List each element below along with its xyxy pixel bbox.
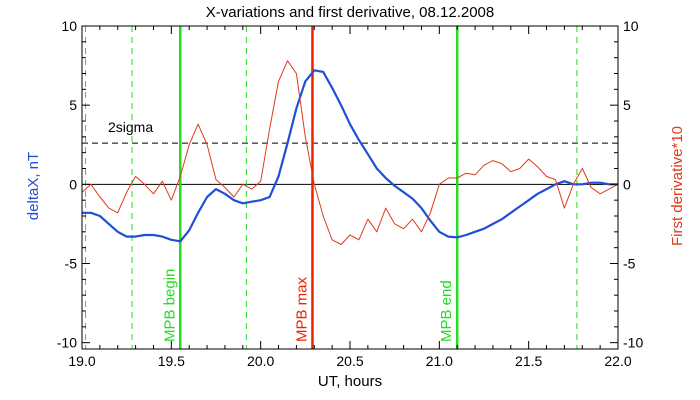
- y-tick-label-right: -5: [623, 256, 636, 272]
- marker-label: MPB begin: [161, 269, 178, 342]
- x-tick-label: 20.5: [336, 353, 363, 369]
- y-tick-label-right: 5: [623, 97, 631, 113]
- x-tick-label: 19.0: [68, 353, 95, 369]
- y-tick-label-left: 5: [69, 97, 77, 113]
- chart-title: X-variations and first derivative, 08.12…: [206, 4, 495, 21]
- y-tick-label-right: 0: [623, 176, 631, 192]
- grid-lines: [82, 142, 618, 185]
- y-tick-label-right: -10: [623, 335, 643, 351]
- y-tick-label-left: 10: [61, 18, 77, 34]
- y-axis-label-right: First derivative*10: [669, 126, 686, 246]
- marker-label: MPB max: [293, 276, 310, 342]
- y-tick-label-right: 10: [623, 18, 639, 34]
- x-tick-label: 21.0: [426, 353, 453, 369]
- y-tick-label-left: -10: [57, 335, 77, 351]
- axis-ticks: 19.0 19.5 20.0 20.5 21.0 21.5 22.0 10 10 5 5 0 0 -5 -5…: [57, 18, 644, 369]
- series-line: [82, 69, 618, 243]
- x-axis-label: UT, hours: [318, 373, 382, 390]
- x-tick-label: 22.0: [604, 353, 631, 369]
- series-lines: [81, 60, 619, 245]
- y-axis-label-left: deltaX, nT: [25, 152, 42, 220]
- marker-label: MPB end: [438, 280, 455, 342]
- x-tick-label: 20.0: [247, 353, 274, 369]
- x-tick-label: 19.5: [158, 353, 185, 369]
- y-tick-label-left: -5: [65, 256, 78, 272]
- series-line: [81, 60, 619, 245]
- sigma-label: 2sigma: [108, 119, 153, 135]
- x-tick-label: 21.5: [515, 353, 542, 369]
- y-tick-label-left: 0: [69, 176, 77, 192]
